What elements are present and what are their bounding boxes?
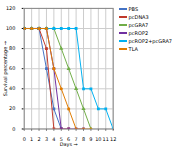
svg-text:7: 7 bbox=[74, 136, 78, 143]
svg-text:100: 100 bbox=[6, 25, 15, 31]
svg-text:12: 12 bbox=[110, 136, 116, 142]
svg-text:11: 11 bbox=[103, 136, 109, 142]
svg-text:1: 1 bbox=[30, 136, 33, 142]
svg-text:5: 5 bbox=[59, 136, 63, 143]
svg-text:120: 120 bbox=[6, 5, 15, 11]
svg-text:8: 8 bbox=[82, 136, 85, 142]
html-text:pcROP2+pcGRA7: pcROP2+pcGRA7 bbox=[128, 38, 172, 44]
svg-text:10: 10 bbox=[95, 136, 101, 142]
svg-text:40: 40 bbox=[9, 85, 15, 91]
svg-text:80: 80 bbox=[9, 45, 15, 51]
svg-text:0: 0 bbox=[23, 136, 26, 142]
svg-text:Days →: Days → bbox=[60, 141, 78, 148]
svg-text:Survival percentage →: Survival percentage → bbox=[2, 41, 9, 96]
html-text:pcGRA7: pcGRA7 bbox=[128, 22, 149, 28]
html-text:pcROP2: pcROP2 bbox=[128, 30, 149, 36]
html-text:pcDNA3: pcDNA3 bbox=[128, 14, 149, 20]
svg-text:0: 0 bbox=[12, 126, 15, 132]
svg-text:3: 3 bbox=[45, 136, 48, 142]
html-text:TLA: TLA bbox=[128, 46, 138, 52]
html-text:PBS: PBS bbox=[128, 6, 139, 12]
svg-text:20: 20 bbox=[9, 105, 15, 111]
svg-text:2: 2 bbox=[37, 136, 40, 142]
svg-text:9: 9 bbox=[89, 136, 92, 142]
svg-text:60: 60 bbox=[9, 65, 15, 71]
svg-text:4: 4 bbox=[52, 136, 55, 142]
svg-text:6: 6 bbox=[67, 136, 71, 143]
